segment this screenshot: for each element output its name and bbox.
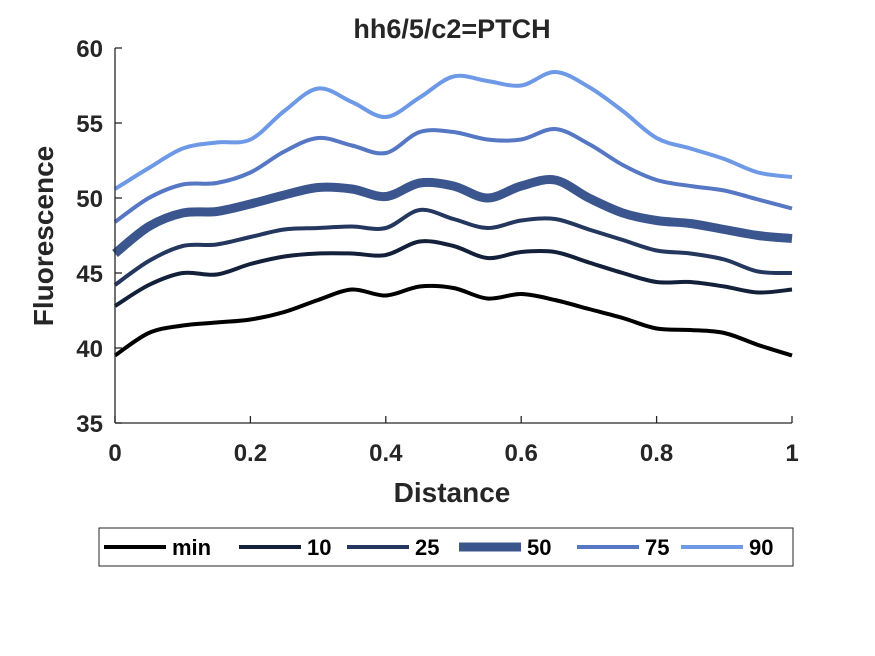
series-line-75 [113,126,793,224]
x-tick-label: 0.2 [234,440,267,467]
series-line-10 [113,239,793,308]
y-axis-label: Fluorescence [28,146,59,327]
legend-label-75: 75 [645,535,669,560]
x-tick-label: 0.8 [640,440,673,467]
x-tick-label: 0.6 [505,440,538,467]
legend-label-10: 10 [307,535,331,560]
x-axis-ticks: 0 0.2 0.4 0.6 0.8 1 [108,416,799,467]
series-line-90 [113,69,793,191]
x-tick-label: 0.4 [369,440,403,467]
y-tick-label: 55 [76,111,103,138]
series-line-50 [112,175,793,258]
y-tick-label: 50 [76,186,103,213]
chart-title: hh6/5/c2=PTCH [353,14,550,44]
y-axis-ticks: 35 40 45 50 55 60 [76,36,122,438]
y-tick-label: 35 [76,411,103,438]
y-tick-label: 45 [76,261,103,288]
legend-label-50: 50 [527,535,551,560]
y-tick-label: 40 [76,336,103,363]
series-line-25 [113,207,793,287]
x-tick-label: 1 [785,440,798,467]
x-axis-label: Distance [394,477,511,508]
legend-label-90: 90 [749,535,773,560]
legend: min 10 25 50 75 90 [98,527,794,567]
legend-label-25: 25 [415,535,439,560]
x-tick-label: 0 [108,440,121,467]
plot-area [112,69,793,358]
y-tick-label: 60 [76,36,103,63]
legend-box [98,527,794,567]
legend-label-min: min [172,535,211,560]
legend-items: min 10 25 50 75 90 [104,535,773,560]
axes [114,48,792,424]
series-line-min [113,283,793,358]
